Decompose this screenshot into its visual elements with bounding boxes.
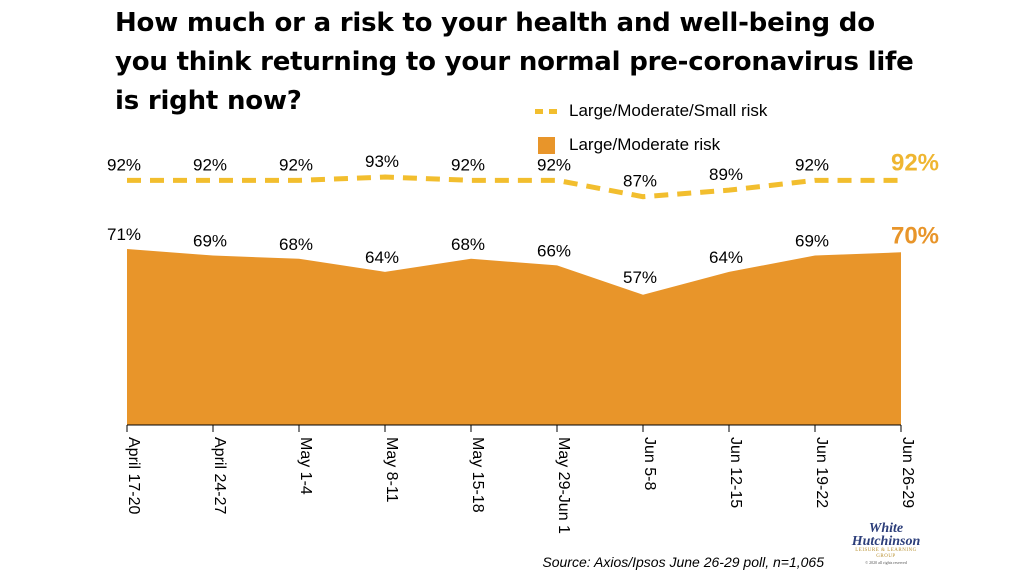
- area-data-label: 69%: [795, 232, 829, 251]
- large-moderate-small-risk-line: [127, 174, 901, 200]
- area-swatch: [538, 136, 555, 154]
- dashed-line-data-label: 92%: [193, 155, 227, 174]
- company-logo: White Hutchinson LEISURE & LEARNING GROU…: [846, 522, 926, 570]
- x-tick-label: May 1-4: [297, 437, 314, 495]
- logo-tagline: LEISURE & LEARNING GROUP: [855, 548, 917, 559]
- area-data-label: 69%: [193, 232, 227, 251]
- area-data-label: 64%: [709, 248, 743, 267]
- legend-item-area: Large/Moderate risk: [535, 128, 767, 162]
- source-note: Source: Axios/Ipsos June 26-29 poll, n=1…: [542, 554, 824, 570]
- x-tick-label: Jun 12-15: [727, 437, 744, 508]
- area-data-label: 71%: [107, 225, 141, 244]
- dashed-line-data-label: 93%: [365, 152, 399, 171]
- area-last-label: 70%: [891, 222, 939, 249]
- area-data-label: 68%: [451, 235, 485, 254]
- logo-word-1: White: [868, 521, 904, 536]
- x-tick-label: May 8-11: [383, 437, 400, 503]
- logo-word-2: Hutchinson: [851, 534, 921, 549]
- legend-label-dashed: Large/Moderate/Small risk: [569, 101, 768, 120]
- dashed-line-data-label: 89%: [709, 165, 743, 184]
- x-tick-label: April 17-20: [125, 437, 142, 514]
- dashed-line-last-label: 92%: [891, 149, 939, 176]
- dashed-line-data-label: 87%: [623, 172, 657, 191]
- area-data-label: 57%: [623, 268, 657, 287]
- large-moderate-risk-area: [127, 249, 901, 425]
- x-tick-label: May 29-Jun 1: [555, 437, 572, 534]
- x-tick-label: Jun 26-29: [899, 437, 916, 508]
- dashed-line-data-label: 92%: [537, 155, 571, 174]
- dashed-line-data-label: 92%: [795, 155, 829, 174]
- chart-legend: Large/Moderate/Small risk Large/Moderate…: [535, 94, 767, 162]
- legend-item-dashed: Large/Moderate/Small risk: [535, 94, 767, 128]
- x-tick-label: Jun 19-22: [813, 437, 830, 508]
- dashed-line-data-label: 92%: [107, 155, 141, 174]
- chart-title: How much or a risk to your health and we…: [115, 8, 914, 116]
- area-data-label: 64%: [365, 248, 399, 267]
- area-data-label: 68%: [279, 235, 313, 254]
- legend-label-area: Large/Moderate risk: [569, 135, 721, 154]
- x-tick-label: May 15-18: [469, 437, 486, 513]
- logo-copyright: © 2020 all rights reserved: [865, 560, 907, 565]
- x-tick-label: April 24-27: [211, 437, 228, 514]
- area-data-label: 66%: [537, 241, 571, 260]
- x-tick-label: Jun 5-8: [641, 437, 658, 490]
- dashed-line-data-label: 92%: [279, 155, 313, 174]
- dashed-line-data-label: 92%: [451, 155, 485, 174]
- dashed-line-swatch: [535, 108, 557, 114]
